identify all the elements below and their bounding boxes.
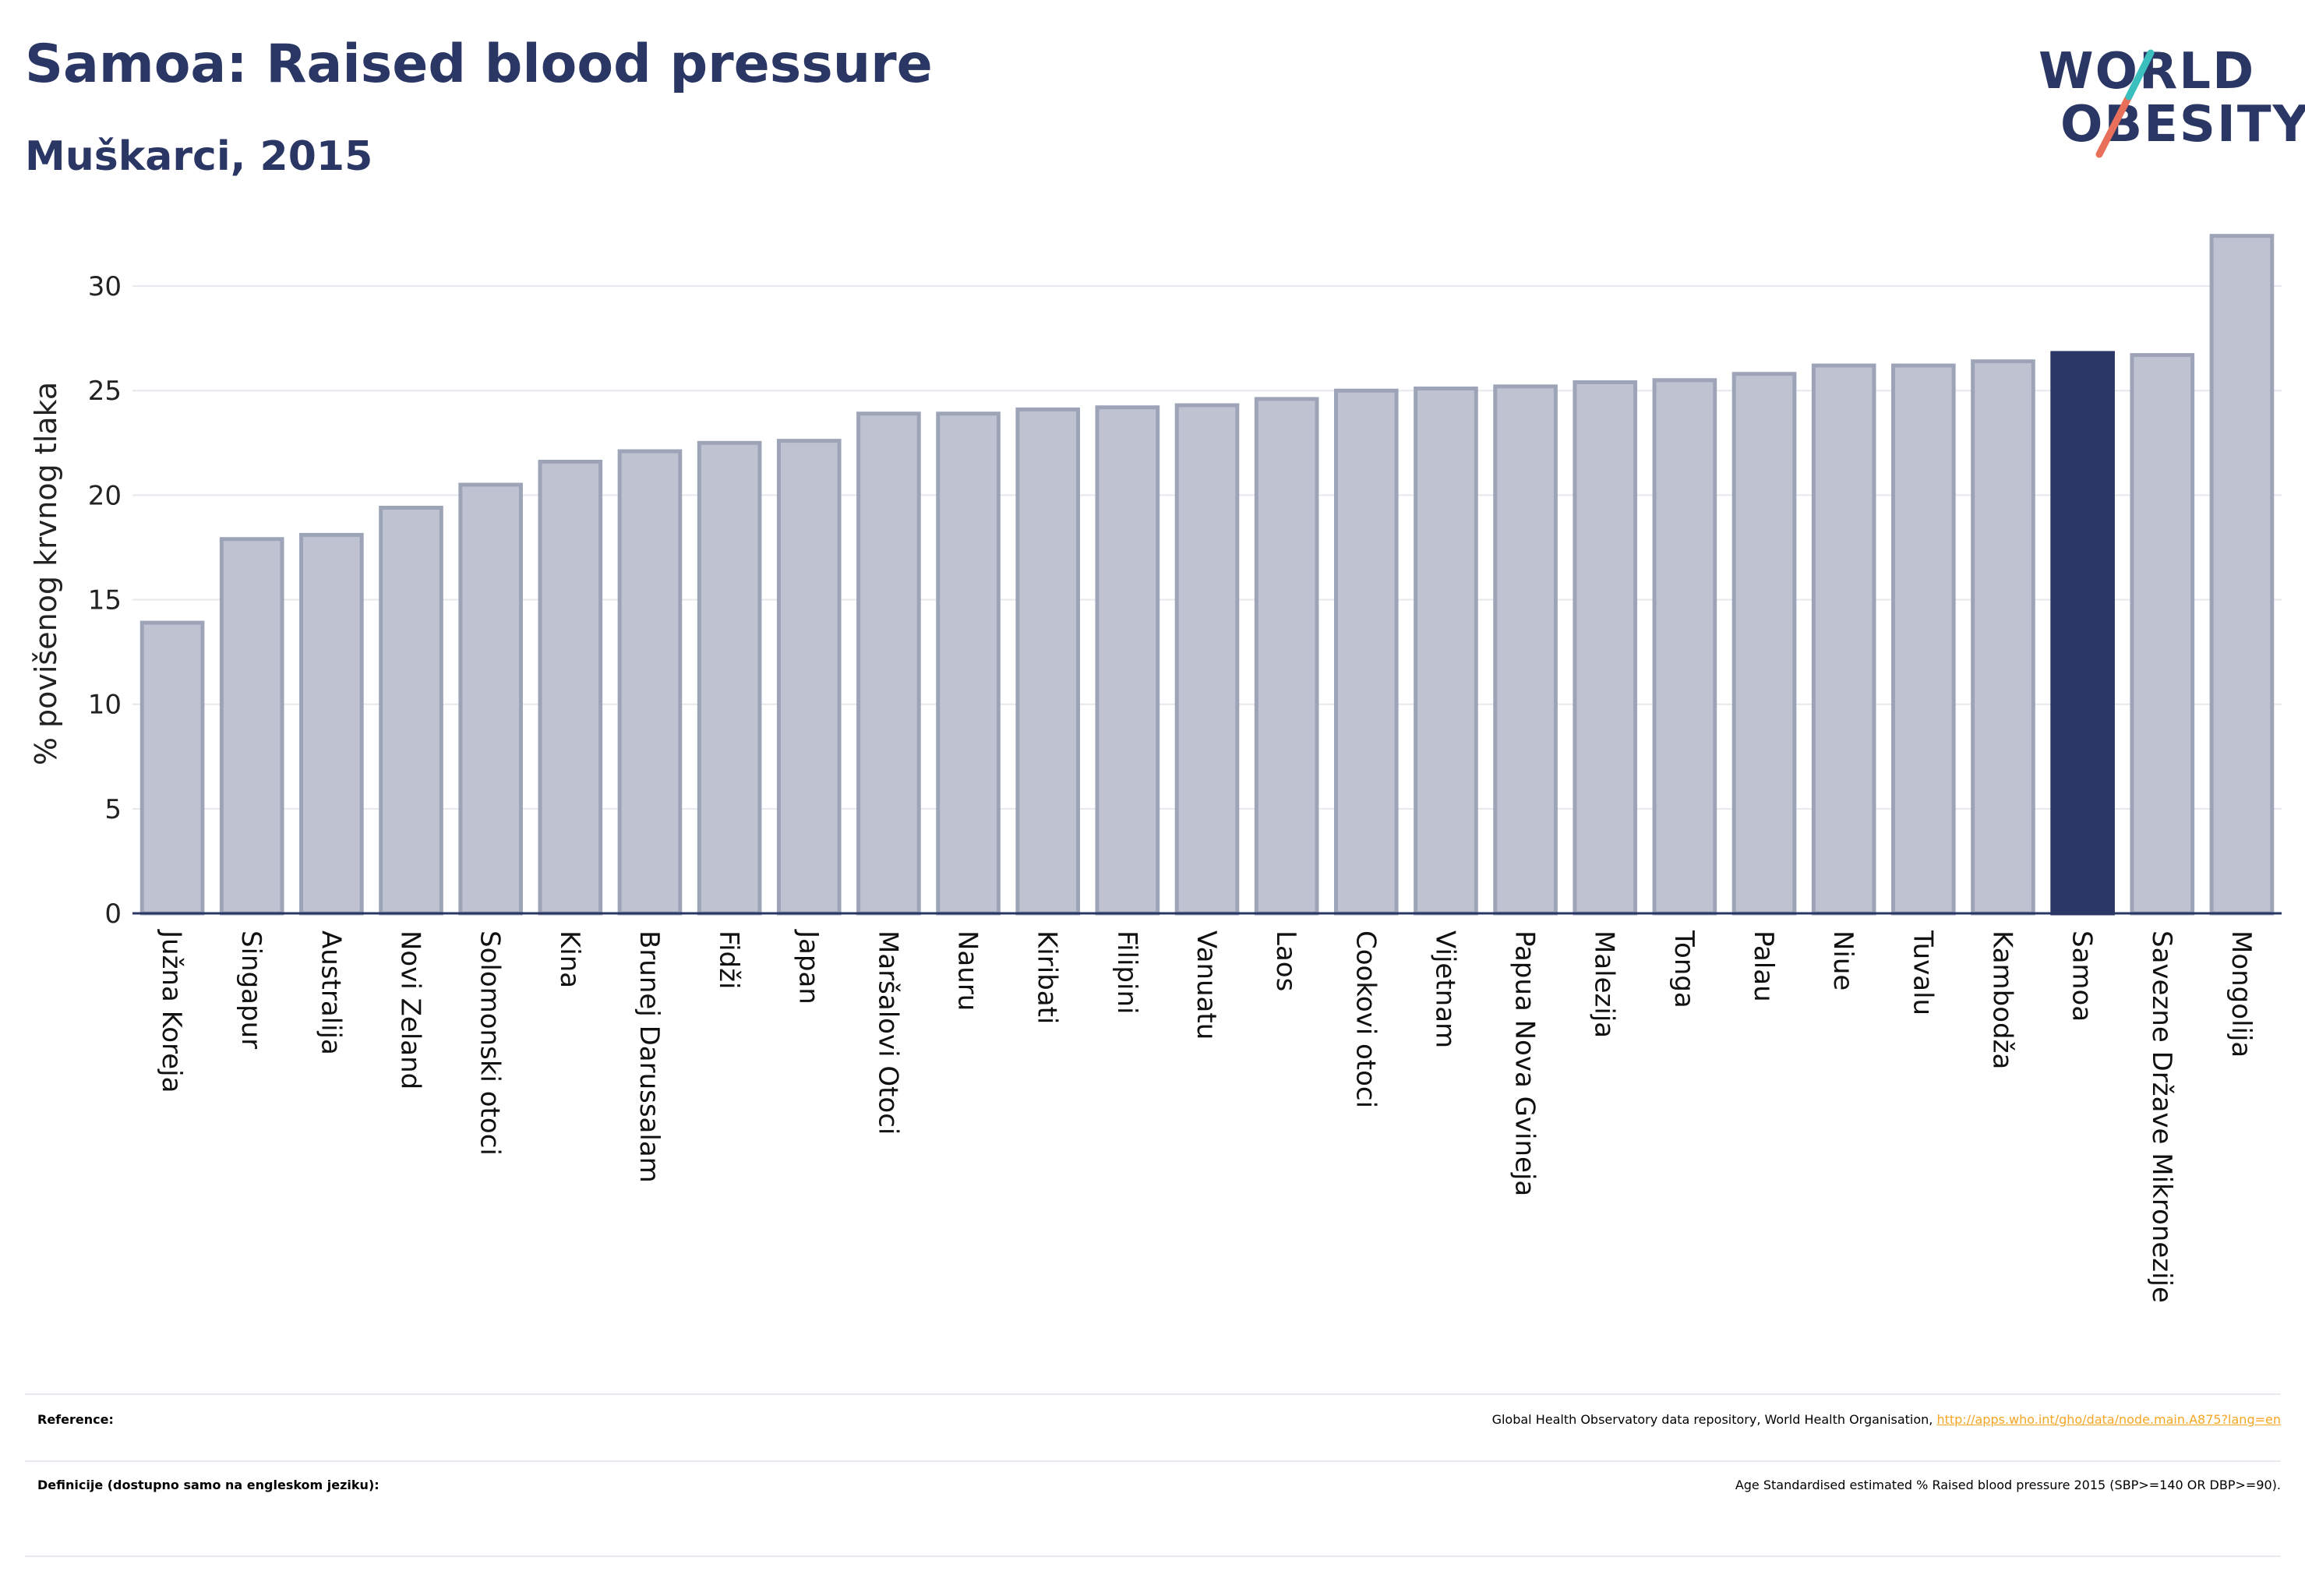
definition-label: Definicije (dostupno samo na engleskom j… <box>37 1478 379 1492</box>
bar <box>2209 234 2275 916</box>
bar <box>1811 363 1876 916</box>
x-tick-label: Papua Nova Gvineja <box>1509 930 1541 1196</box>
x-tick-label: Fidži <box>713 930 744 989</box>
footer-reference-row: Reference: Global Health Observatory dat… <box>25 1412 2281 1427</box>
y-tick-label: 0 <box>104 899 122 930</box>
x-tick-label: Novi Zeland <box>395 930 426 1089</box>
y-tick-label: 30 <box>88 271 122 302</box>
bar <box>1971 359 2035 916</box>
x-tick-label: Nauru <box>952 930 983 1011</box>
bar <box>1333 388 1399 916</box>
chart-title: Samoa: Raised blood pressure <box>25 34 933 95</box>
x-tick-label: Vanuatu <box>1191 930 1222 1040</box>
bar <box>776 439 842 916</box>
bar <box>1174 403 1240 916</box>
bar <box>856 411 921 916</box>
reference-label: Reference: <box>37 1412 114 1427</box>
bar <box>1891 363 1956 916</box>
x-tick-label: Australija <box>315 930 346 1055</box>
bar <box>299 532 364 916</box>
x-tick-label: Cookovi otoci <box>1350 930 1381 1108</box>
bar <box>379 505 443 916</box>
chart-subtitle: Muškarci, 2015 <box>25 133 373 180</box>
footer-divider <box>25 1393 2281 1395</box>
bar <box>1254 397 1319 916</box>
footer-definition-row: Definicije (dostupno samo na engleskom j… <box>25 1478 2281 1492</box>
logo-word-obesity: OBESITY <box>2060 96 2305 154</box>
y-axis-label: % povišenog krvnog tlaka <box>29 382 63 765</box>
x-tick-label: Laos <box>1270 930 1301 991</box>
bar <box>1652 378 1717 916</box>
x-tick-label: Kambodža <box>1986 930 2017 1069</box>
x-tick-label: Vijetnam <box>1429 930 1460 1048</box>
bar <box>936 411 1001 916</box>
y-tick-label: 10 <box>88 690 122 721</box>
bar <box>1095 405 1160 916</box>
bar <box>697 440 762 916</box>
definition-value: Age Standardised estimated % Raised bloo… <box>1735 1478 2281 1492</box>
x-tick-label: Savezne Države Mikronezije <box>2146 930 2177 1303</box>
y-tick-label: 5 <box>104 794 122 825</box>
x-tick-label: Filipini <box>1111 930 1142 1014</box>
x-tick-label: Tuvalu <box>1907 930 1938 1015</box>
reference-text: Global Health Observatory data repositor… <box>1491 1412 1937 1427</box>
bar-chart: 0 5 10 15 20 25 30 % povišenog krvnog tlaka Južn… <box>29 234 2282 1303</box>
x-tick-label: Brunej Darussalam <box>634 930 665 1183</box>
logo-slash-icon <box>2095 49 2155 158</box>
x-tick-label: Mongolija <box>2226 930 2257 1058</box>
y-tick-label: 15 <box>88 585 122 616</box>
reference-value: Global Health Observatory data repositor… <box>1492 1412 2281 1427</box>
x-tick-label: Japan <box>792 929 824 1005</box>
bar <box>1015 407 1081 916</box>
x-tick-label: Malezija <box>1589 930 1620 1038</box>
bar-highlight <box>2050 351 2115 916</box>
x-tick-label: Samoa <box>2067 930 2098 1022</box>
x-tick-label: Kina <box>554 930 585 988</box>
bar <box>1414 387 1478 916</box>
y-tick-label: 20 <box>88 480 122 511</box>
bar <box>139 620 205 916</box>
y-tick-label: 25 <box>88 376 122 407</box>
bar <box>538 459 603 916</box>
x-tick-label: Maršalovi Otoci <box>872 930 903 1135</box>
reference-link[interactable]: http://apps.who.int/gho/data/node.main.A… <box>1936 1412 2281 1427</box>
x-tick-label: Tonga <box>1668 930 1700 1008</box>
bar <box>1493 384 1558 916</box>
x-tick-label: Niue <box>1827 930 1858 990</box>
x-tick-label: Solomonski otoci <box>475 930 506 1156</box>
footer-divider <box>25 1460 2281 1462</box>
footer-divider <box>25 1555 2281 1557</box>
x-tick-label: Južna Koreja <box>156 929 187 1093</box>
bar <box>219 537 284 916</box>
x-tick-label: Kiribati <box>1032 930 1063 1024</box>
world-obesity-logo: WORLD OBESITY <box>2034 23 2305 164</box>
bar <box>458 482 523 916</box>
bar <box>1573 380 1638 916</box>
x-tick-label: Palau <box>1748 930 1779 1002</box>
x-tick-label: Singapur <box>235 930 267 1049</box>
bar <box>2130 353 2195 916</box>
bar <box>617 449 683 916</box>
bar <box>1731 372 1797 916</box>
